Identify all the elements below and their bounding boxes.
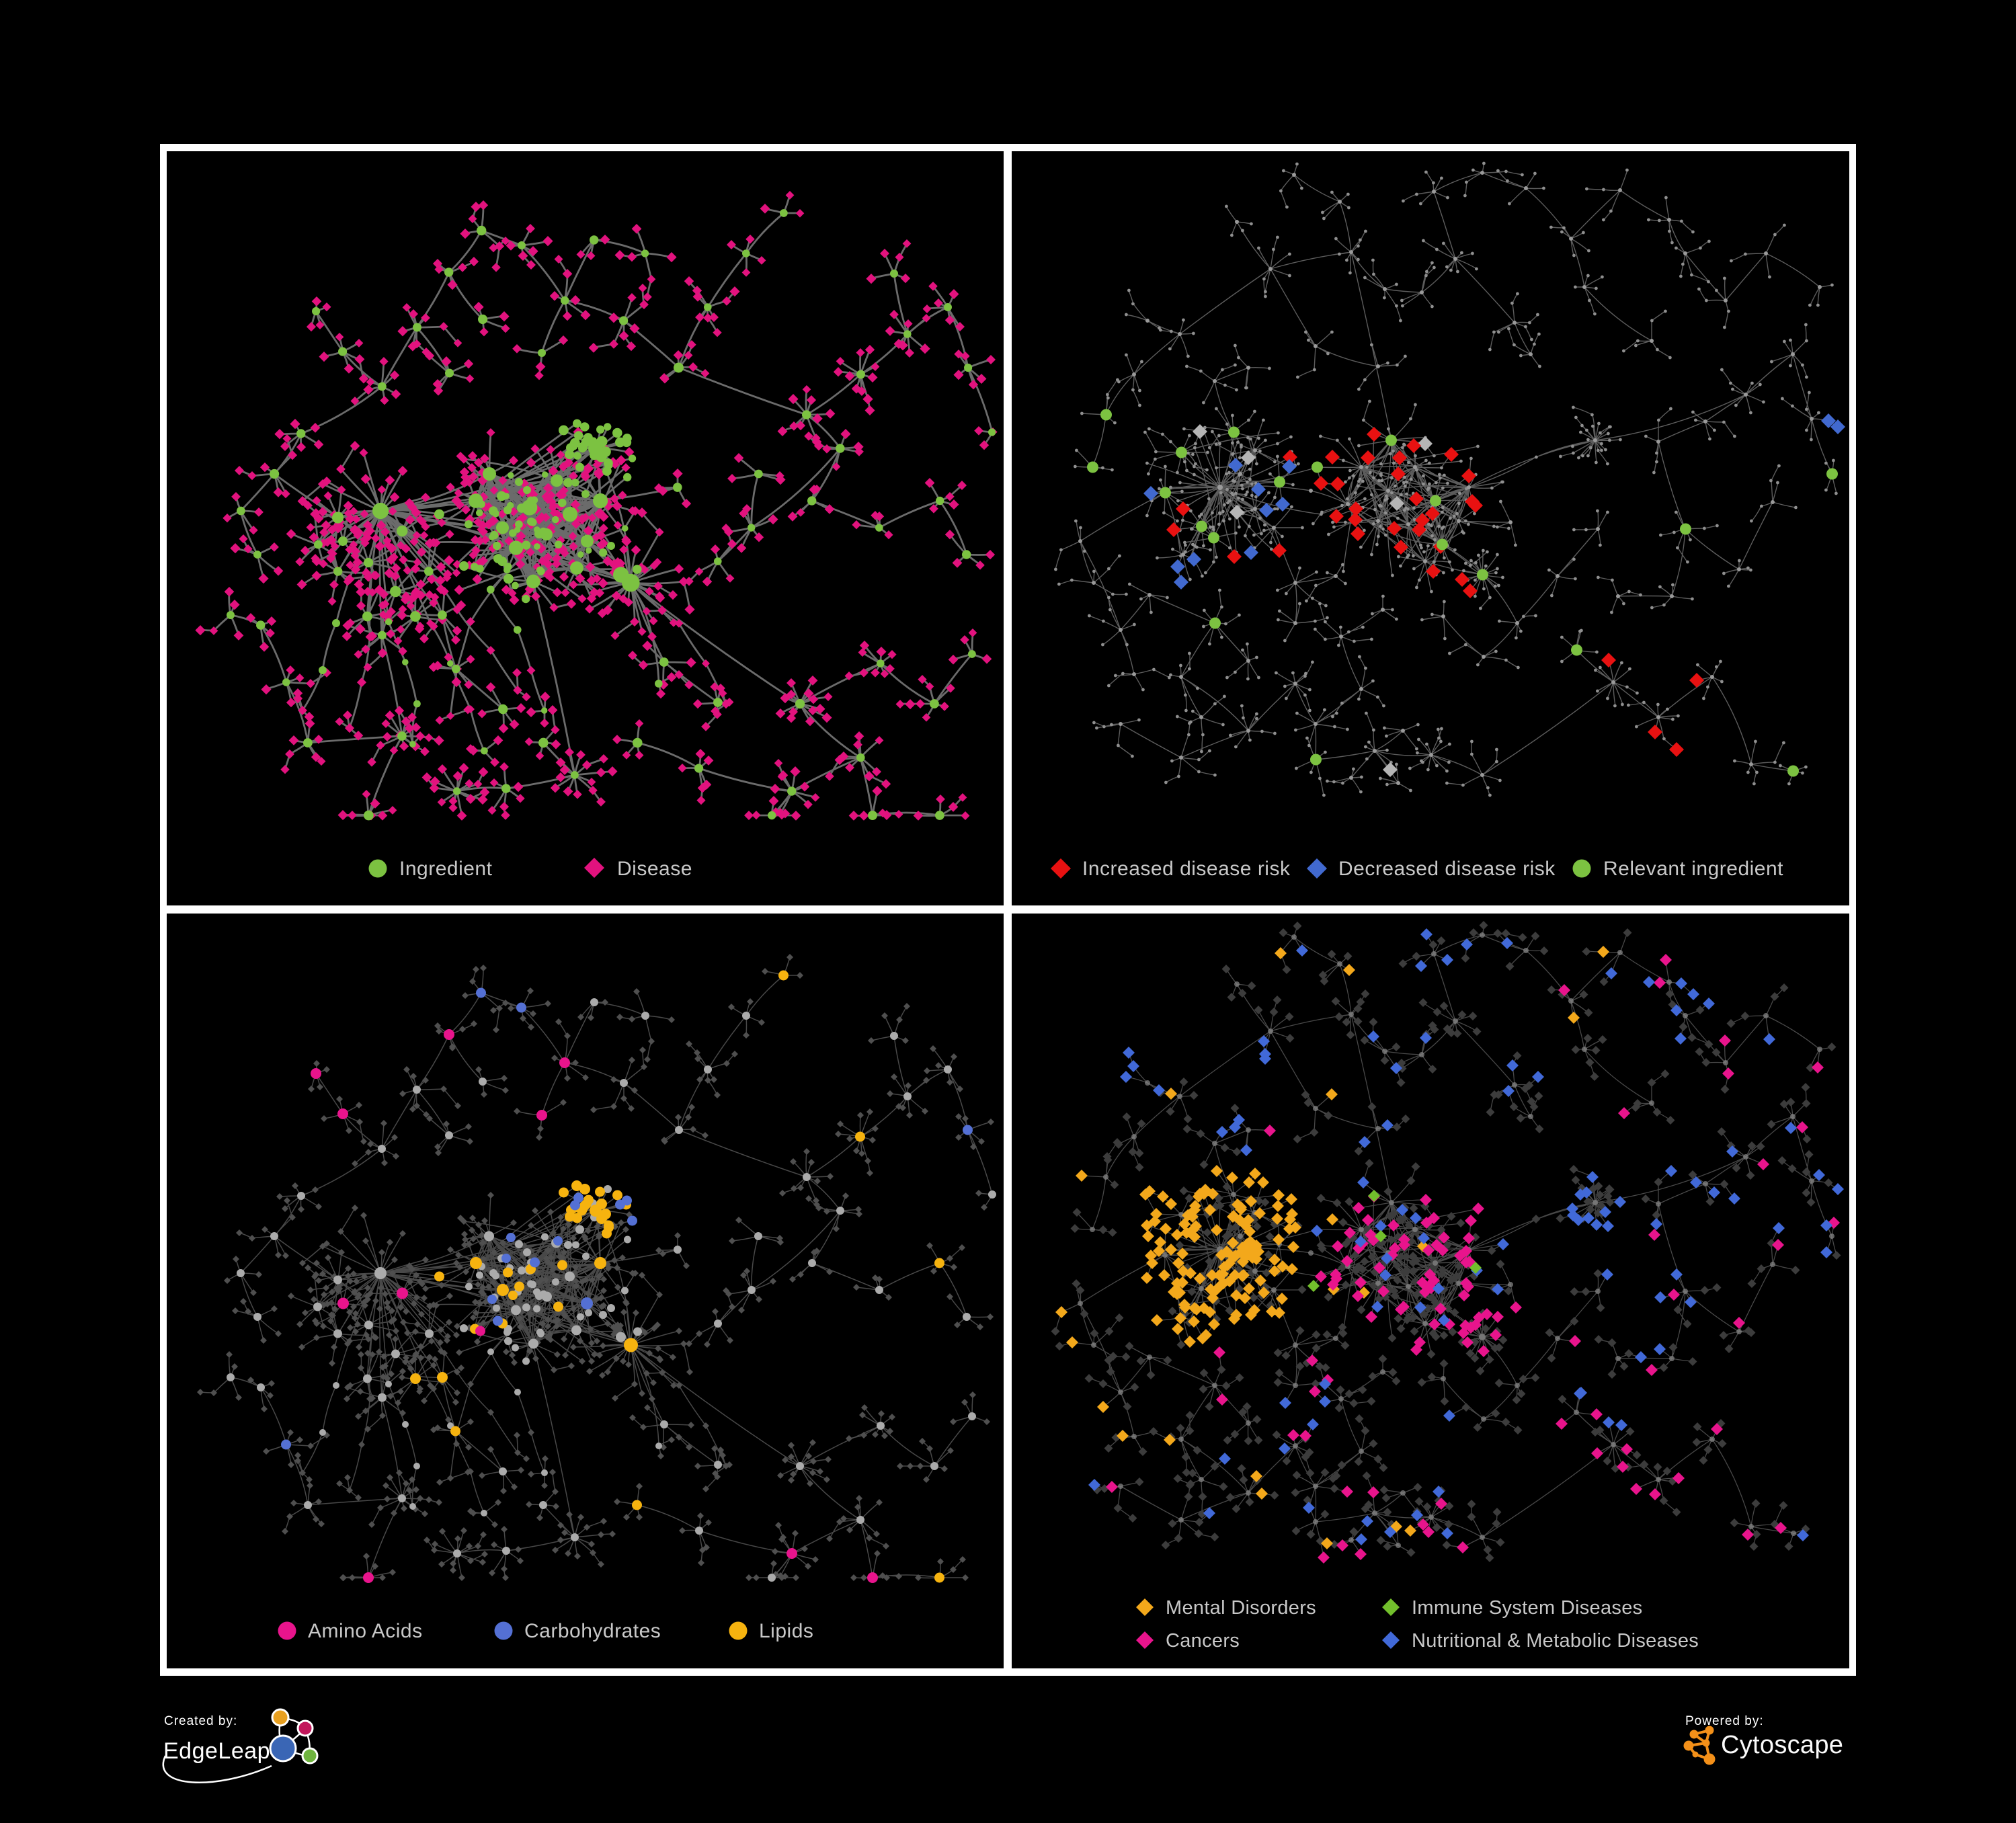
svg-text:EdgeLeap: EdgeLeap [163,1738,270,1764]
svg-text:Ingredient: Ingredient [399,858,493,880]
svg-text:Immune System Diseases: Immune System Diseases [1412,1597,1642,1619]
svg-text:Disease: Disease [617,858,692,880]
svg-text:Carbohydrates: Carbohydrates [524,1620,661,1642]
svg-text:Cytoscape: Cytoscape [1721,1731,1843,1759]
svg-text:Mental Disorders: Mental Disorders [1166,1597,1316,1619]
svg-text:Decreased disease risk: Decreased disease risk [1338,858,1556,880]
svg-text:Cancers: Cancers [1166,1630,1240,1652]
svg-text:Powered by:: Powered by: [1685,1714,1764,1728]
svg-text:Amino Acids: Amino Acids [308,1620,423,1642]
svg-text:Relevant ingredient: Relevant ingredient [1603,858,1783,880]
svg-text:Increased disease risk: Increased disease risk [1082,858,1291,880]
svg-text:Nutritional & Metabolic Diseas: Nutritional & Metabolic Diseases [1412,1630,1699,1652]
svg-text:Created by:: Created by: [164,1714,237,1728]
svg-text:Lipids: Lipids [759,1620,813,1642]
